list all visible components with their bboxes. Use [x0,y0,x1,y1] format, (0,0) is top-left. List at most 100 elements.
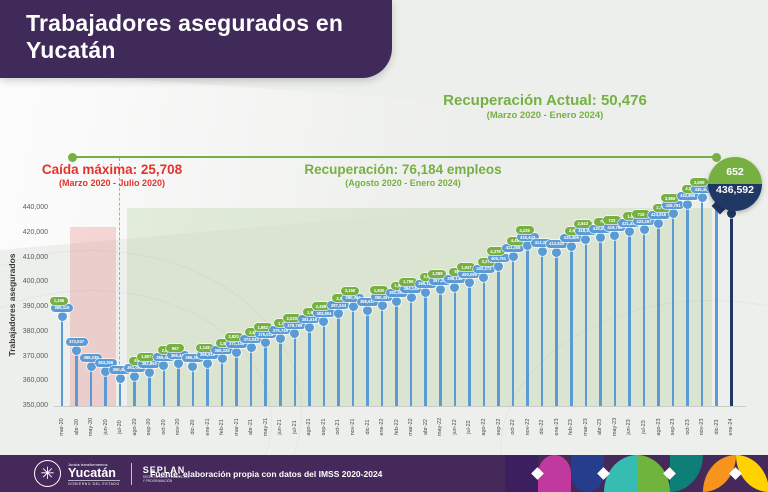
value-label: 419,045 [589,224,612,233]
x-tick-label: abr-21 [248,419,255,435]
lollipop-stem [278,338,282,406]
lollipop-stem [191,366,195,406]
x-tick-label: mar-22 [408,418,415,436]
caida-maxima-range: (Marzo 2020 - Julio 2020) [58,178,166,188]
lollipop-dot [450,282,460,292]
x-tick-label: oct-22 [510,419,517,435]
lollipop-dot [479,272,489,282]
lollipop-dot [668,209,678,219]
change-label: 1,807 [137,352,156,361]
x-tick-label: nov-21 [350,418,356,436]
y-tick-label: 370,000 [22,352,48,360]
change-label: 4,235 [515,226,534,235]
lollipop-stem [206,363,209,406]
value-label: 396,196 [414,279,437,288]
lollipop-stem [293,333,297,406]
lollipop-stem [235,352,238,406]
value-label: 365,239 [80,353,103,362]
lollipop-stem [497,266,500,406]
y-tick-label: 350,000 [22,402,48,409]
lollipop-stem [482,277,486,406]
value-label: 413,260 [531,238,554,247]
lollipop-dot [523,241,533,251]
change-label: 3,150 [341,286,359,295]
lollipop-dot [392,296,402,306]
x-tick-label: may-21 [262,417,269,437]
logo-slogan: Juntos transformemos [68,461,108,467]
x-tick-label: may-20 [88,417,95,437]
lollipop-dot [508,251,518,261]
lollipop-stem [686,204,689,406]
lollipop-stem [133,376,137,406]
x-tick-label: nov-23 [699,418,706,436]
lollipop-dot [101,366,111,376]
lollipop-stem [337,313,340,406]
value-label: 412,820 [545,239,568,248]
x-tick-label: jul-21 [291,420,298,434]
lollipop-stem [104,371,107,406]
value-label: 368,325 [211,346,234,355]
change-label: 4,378 [486,247,505,256]
lollipop-stem [569,246,573,406]
x-tick-label: oct-23 [684,419,691,435]
x-tick-label: nov-22 [524,418,531,436]
value-label: 360,408 [109,365,132,374]
change-label: 2,843 [573,219,592,228]
lollipop-stem [322,321,326,406]
lollipop-stem [424,292,428,406]
x-tick-label: jul-20 [117,420,124,434]
x-tick-label: sep-23 [670,418,677,436]
lollipop-dot [333,309,343,319]
lollipop-dot [130,371,140,381]
logo-divider [130,462,132,485]
value-label: 366,515 [196,350,219,359]
lollipop-dot [203,358,212,368]
x-tick-label: ene-23 [553,418,560,436]
lollipop-stem [439,289,442,406]
x-tick-label: oct-21 [335,419,342,435]
change-label: 1,758 [399,277,418,286]
x-tick-label: abr-20 [73,419,80,435]
value-label: 392,390 [385,288,408,297]
x-tick-label: ago-21 [306,418,313,436]
x-tick-label: jun-23 [626,419,633,435]
lollipop-dot [566,241,576,251]
value-label: 419,768 [603,223,626,232]
lollipop-dot [86,361,96,371]
value-label: 432,856 [676,191,699,200]
government-logo-group: ✳ Juntos transformemos Yucatán GOBIERNO … [34,460,189,487]
mosaic-decor [505,455,768,492]
lollipop-dot [610,231,620,241]
x-axis-line [54,406,746,407]
x-tick-label: jul-23 [641,420,647,434]
recuperacion-actual-range: (Marzo 2020 - Enero 2024) [486,110,604,121]
recuperacion-actual-label: Recuperación Actual: 50,476 [443,92,647,109]
lollipop-dot [159,361,169,371]
value-label: 373,033 [240,335,263,344]
seplan-subname2: Y PROGRAMACIÓN [142,478,173,483]
x-tick-label: dic-20 [189,419,196,435]
lollipop-dot [72,345,82,355]
lollipop-stem [366,310,369,406]
x-tick-label: ago-20 [131,418,138,436]
change-label: 3,865 [661,194,680,203]
lollipop-stem [555,252,558,406]
lollipop-stem [162,365,166,406]
x-tick-label: ene-22 [379,418,386,436]
value-label: 415,406 [560,233,583,242]
annotation-caida-maxima: Caída máxima: 25,708 (Marzo 2020 - Julio… [22,162,202,188]
value-label: 365,481 [152,353,175,362]
value-label: 428,781 [662,201,685,210]
lollipop-stem [715,196,719,406]
value-label: 424,916 [647,210,670,219]
lollipop-stem [657,223,660,406]
lollipop-stem [249,347,253,406]
value-label: 415,443 [516,233,539,242]
lollipop-stem [511,256,515,406]
lollipop-dot [319,317,329,327]
lollipop-stem [89,366,93,406]
change-label: 2,820 [224,332,243,341]
change-label: 648 [128,356,147,365]
lollipop-dot [363,305,373,315]
